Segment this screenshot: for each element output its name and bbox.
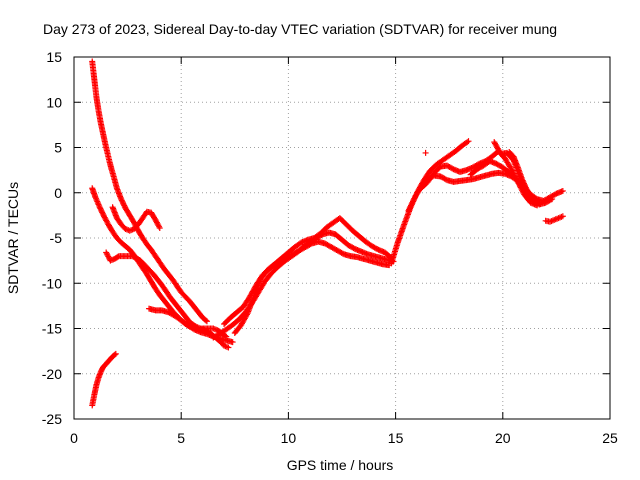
series-arc14	[467, 158, 538, 205]
y-tick-label: -5	[50, 230, 63, 246]
series-arc5	[146, 305, 236, 346]
data-point-marker	[156, 223, 163, 230]
data-point-marker	[225, 344, 232, 351]
data-point-marker	[243, 311, 250, 318]
data-point-marker	[100, 211, 107, 218]
axis-ticks: 0 5 10 15 20 25 -25 -20 -15 -10 -5 0 5 10 15	[42, 49, 618, 446]
data-point-marker	[203, 318, 210, 325]
y-tick-label: 10	[46, 94, 62, 110]
series-point1	[422, 149, 429, 156]
data-point-marker	[559, 187, 566, 194]
y-tick-label: 5	[54, 140, 62, 156]
x-tick-label: 15	[388, 430, 404, 446]
data-point-marker	[408, 201, 415, 208]
series-arc9	[231, 238, 393, 337]
data-series	[89, 58, 566, 409]
y-tick-label: -20	[42, 366, 62, 382]
chart-title: Day 273 of 2023, Sidereal Day-to-day VTE…	[43, 21, 557, 37]
data-point-marker	[111, 351, 118, 358]
series-arc4	[103, 249, 230, 340]
series-arc15	[506, 149, 543, 207]
y-tick-label: -15	[42, 321, 62, 337]
series-arc10	[388, 138, 472, 267]
y-tick-label: -10	[42, 275, 62, 291]
data-point-marker	[410, 196, 417, 203]
x-tick-label: 20	[495, 430, 511, 446]
data-point-marker	[407, 203, 414, 210]
data-point-marker	[549, 196, 556, 203]
series-arc6	[89, 350, 119, 409]
data-point-marker	[536, 200, 543, 207]
data-point-marker	[202, 317, 209, 324]
data-point-marker	[559, 213, 566, 220]
data-point-marker	[464, 139, 471, 146]
series-arc1	[89, 58, 210, 325]
data-point-marker	[409, 198, 416, 205]
data-point-marker	[405, 207, 412, 214]
y-tick-label: 15	[46, 49, 62, 65]
x-axis-label: GPS time / hours	[287, 457, 394, 473]
data-point-marker	[409, 199, 416, 206]
data-point-marker	[547, 196, 554, 203]
data-point-marker	[408, 202, 415, 209]
y-axis-label: SDTVAR / TECUs	[5, 182, 21, 294]
x-tick-label: 25	[602, 430, 618, 446]
data-point-marker	[406, 206, 413, 213]
x-tick-label: 0	[70, 430, 78, 446]
series-arc16	[542, 213, 566, 225]
x-tick-label: 5	[177, 430, 185, 446]
data-point-marker	[465, 138, 472, 145]
x-tick-label: 10	[281, 430, 297, 446]
series-arc3	[109, 204, 163, 234]
y-tick-label: 0	[54, 185, 62, 201]
data-point-marker	[406, 205, 413, 212]
y-tick-label: -25	[42, 411, 62, 427]
data-point-marker	[229, 339, 236, 346]
data-point-marker	[422, 149, 429, 156]
data-point-marker	[112, 350, 119, 357]
data-point-marker	[156, 225, 163, 232]
